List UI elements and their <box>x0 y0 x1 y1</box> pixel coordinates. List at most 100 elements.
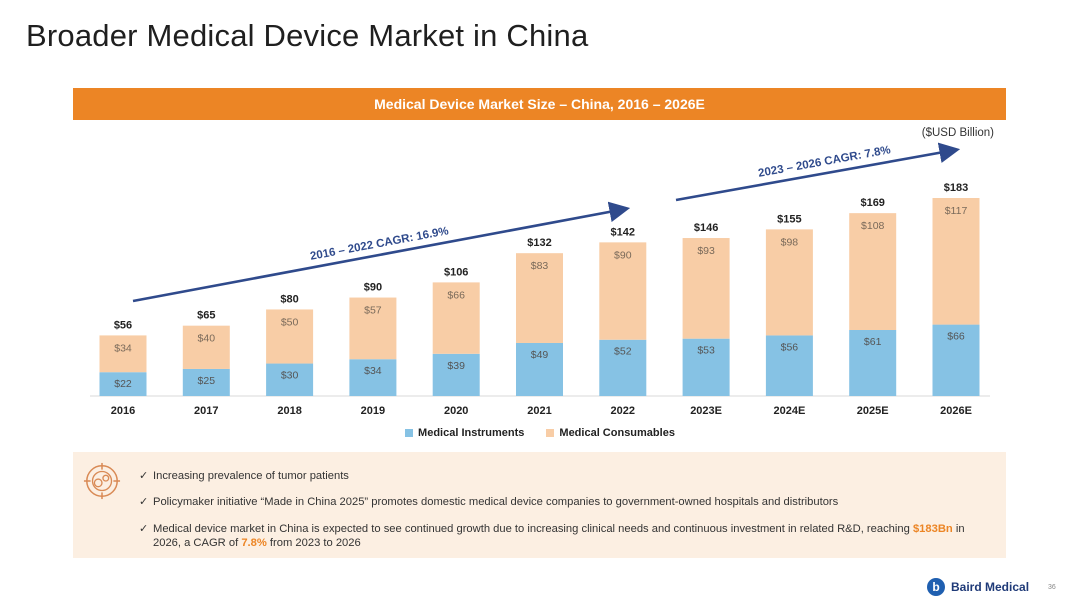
bar-instruments-2025E <box>849 330 897 396</box>
total-label-2017: $65 <box>197 310 215 322</box>
legend-label-instruments: Medical Instruments <box>418 427 525 439</box>
bullet-made-in-china: ✓ Policymaker initiative “Made in China … <box>139 495 989 509</box>
bullet-tumor-prevalence: ✓ Increasing prevalence of tumor patient… <box>139 469 989 483</box>
chart-legend: Medical Instruments Medical Consumables <box>0 427 1080 439</box>
logo-text: Baird Medical <box>951 580 1030 594</box>
x-tick-label-2026E: 2026E <box>940 405 972 417</box>
bullet-text-pre: Medical device market in China is expect… <box>153 523 913 535</box>
bar-instruments-2023E <box>682 338 730 396</box>
data-label-instruments-2025E: $61 <box>864 336 882 348</box>
page-title: Broader Medical Device Market in China <box>26 18 589 53</box>
x-tick-label-2021: 2021 <box>527 405 551 417</box>
bar-consumables-2022 <box>599 242 647 340</box>
bar-instruments-2020 <box>432 353 480 396</box>
bar-consumables-2016 <box>99 335 147 373</box>
data-label-consumables-2016: $34 <box>114 342 132 354</box>
bar-consumables-2025E <box>849 213 897 330</box>
bar-consumables-2024E <box>765 229 813 336</box>
data-label-instruments-2018: $30 <box>281 370 299 382</box>
data-label-instruments-2017: $25 <box>198 375 216 387</box>
bar-consumables-2017 <box>182 325 230 369</box>
data-label-instruments-2019: $34 <box>364 365 382 377</box>
bar-instruments-2018 <box>266 363 314 396</box>
x-tick-label-2016: 2016 <box>111 405 135 417</box>
bar-instruments-2016 <box>99 372 147 396</box>
data-label-consumables-2026E: $117 <box>945 205 968 217</box>
bar-instruments-2026E <box>932 324 980 396</box>
x-tick-label-2018: 2018 <box>277 405 301 417</box>
total-label-2023E: $146 <box>694 222 718 234</box>
data-label-instruments-2023E: $53 <box>697 345 715 357</box>
total-label-2019: $90 <box>364 282 382 294</box>
data-label-consumables-2020: $66 <box>447 289 465 301</box>
check-icon: ✓ <box>139 523 149 535</box>
bullet-text: Policymaker initiative “Made in China 20… <box>153 496 839 508</box>
bullet-text: Increasing prevalence of tumor patients <box>153 470 349 482</box>
total-label-2024E: $155 <box>777 213 801 225</box>
data-label-instruments-2020: $39 <box>447 360 465 372</box>
legend-swatch-instruments <box>405 429 414 437</box>
baird-medical-logo: b Baird Medical <box>927 578 1029 596</box>
data-label-instruments-2022: $52 <box>614 346 632 358</box>
bar-instruments-2019 <box>349 359 397 396</box>
bar-consumables-2026E <box>932 198 980 325</box>
legend-item-consumables: Medical Consumables <box>546 427 675 439</box>
bar-consumables-2020 <box>432 282 480 354</box>
bar-consumables-2023E <box>682 238 730 339</box>
total-label-2021: $132 <box>527 237 551 249</box>
bar-consumables-2018 <box>266 309 314 364</box>
total-label-2025E: $169 <box>860 197 884 209</box>
legend-item-instruments: Medical Instruments <box>405 427 524 439</box>
cagr-arrow-2 <box>675 142 961 202</box>
bullet-text-post: from 2023 to 2026 <box>266 537 361 549</box>
logo-mark-icon: b <box>927 578 945 596</box>
check-icon: ✓ <box>139 496 149 508</box>
x-tick-label-2023E: 2023E <box>690 405 722 417</box>
data-label-instruments-2016: $22 <box>114 378 132 390</box>
data-label-consumables-2018: $50 <box>281 316 299 328</box>
legend-label-consumables: Medical Consumables <box>559 427 675 439</box>
cagr-label-1: 2016 – 2022 CAGR: 16.9% <box>309 225 449 263</box>
total-label-2022: $142 <box>611 226 635 238</box>
key-drivers-panel: ✓ Increasing prevalence of tumor patient… <box>73 452 1006 558</box>
bar-instruments-2021 <box>516 342 563 396</box>
total-label-2018: $80 <box>280 293 298 305</box>
bullet-market-growth: ✓ Medical device market in China is expe… <box>139 522 989 550</box>
highlight-cagr: 7.8% <box>241 537 267 549</box>
total-label-2020: $106 <box>444 266 468 278</box>
x-tick-label-2025E: 2025E <box>857 405 889 417</box>
bullet-text: Medical device market in China is expect… <box>139 522 989 550</box>
legend-swatch-consumables <box>546 429 555 437</box>
page-number: 36 <box>1048 584 1056 591</box>
target-gears-icon <box>83 462 121 500</box>
chart-banner: Medical Device Market Size – China, 2016… <box>73 88 1006 120</box>
data-label-consumables-2025E: $108 <box>861 220 885 232</box>
bar-consumables-2019 <box>349 297 397 360</box>
x-tick-label-2019: 2019 <box>361 405 385 417</box>
check-icon: ✓ <box>139 470 149 482</box>
bar-instruments-2022 <box>599 339 647 396</box>
data-label-consumables-2024E: $98 <box>781 236 799 248</box>
x-tick-label-2024E: 2024E <box>773 405 805 417</box>
highlight-market-size: $183Bn <box>912 523 953 535</box>
bar-instruments-2024E <box>765 335 813 396</box>
stacked-bar-chart: $22 $34 $56 2016 $25 $40 $65 2017 $30 $50 $80 2018 $… <box>90 142 990 417</box>
bullet-text-mid: in 2026, a CAGR of <box>153 523 965 549</box>
bar-instruments-2017 <box>182 368 230 396</box>
x-tick-label-2017: 2017 <box>194 405 218 417</box>
bar-consumables-2021 <box>516 253 563 343</box>
total-label-2016: $56 <box>114 319 132 331</box>
data-label-consumables-2021: $83 <box>531 260 549 272</box>
data-label-consumables-2017: $40 <box>198 333 216 345</box>
data-label-consumables-2019: $57 <box>364 305 382 317</box>
units-label: ($USD Billion) <box>921 127 994 139</box>
data-label-instruments-2024E: $56 <box>781 341 799 353</box>
data-label-instruments-2026E: $66 <box>947 331 965 343</box>
data-label-consumables-2022: $90 <box>614 249 632 261</box>
data-label-consumables-2023E: $93 <box>697 245 715 257</box>
x-tick-label-2022: 2022 <box>611 405 635 417</box>
total-label-2026E: $183 <box>944 182 968 194</box>
cagr-arrow-1 <box>132 201 631 303</box>
x-tick-label-2020: 2020 <box>444 405 468 417</box>
data-label-instruments-2021: $49 <box>531 349 549 361</box>
